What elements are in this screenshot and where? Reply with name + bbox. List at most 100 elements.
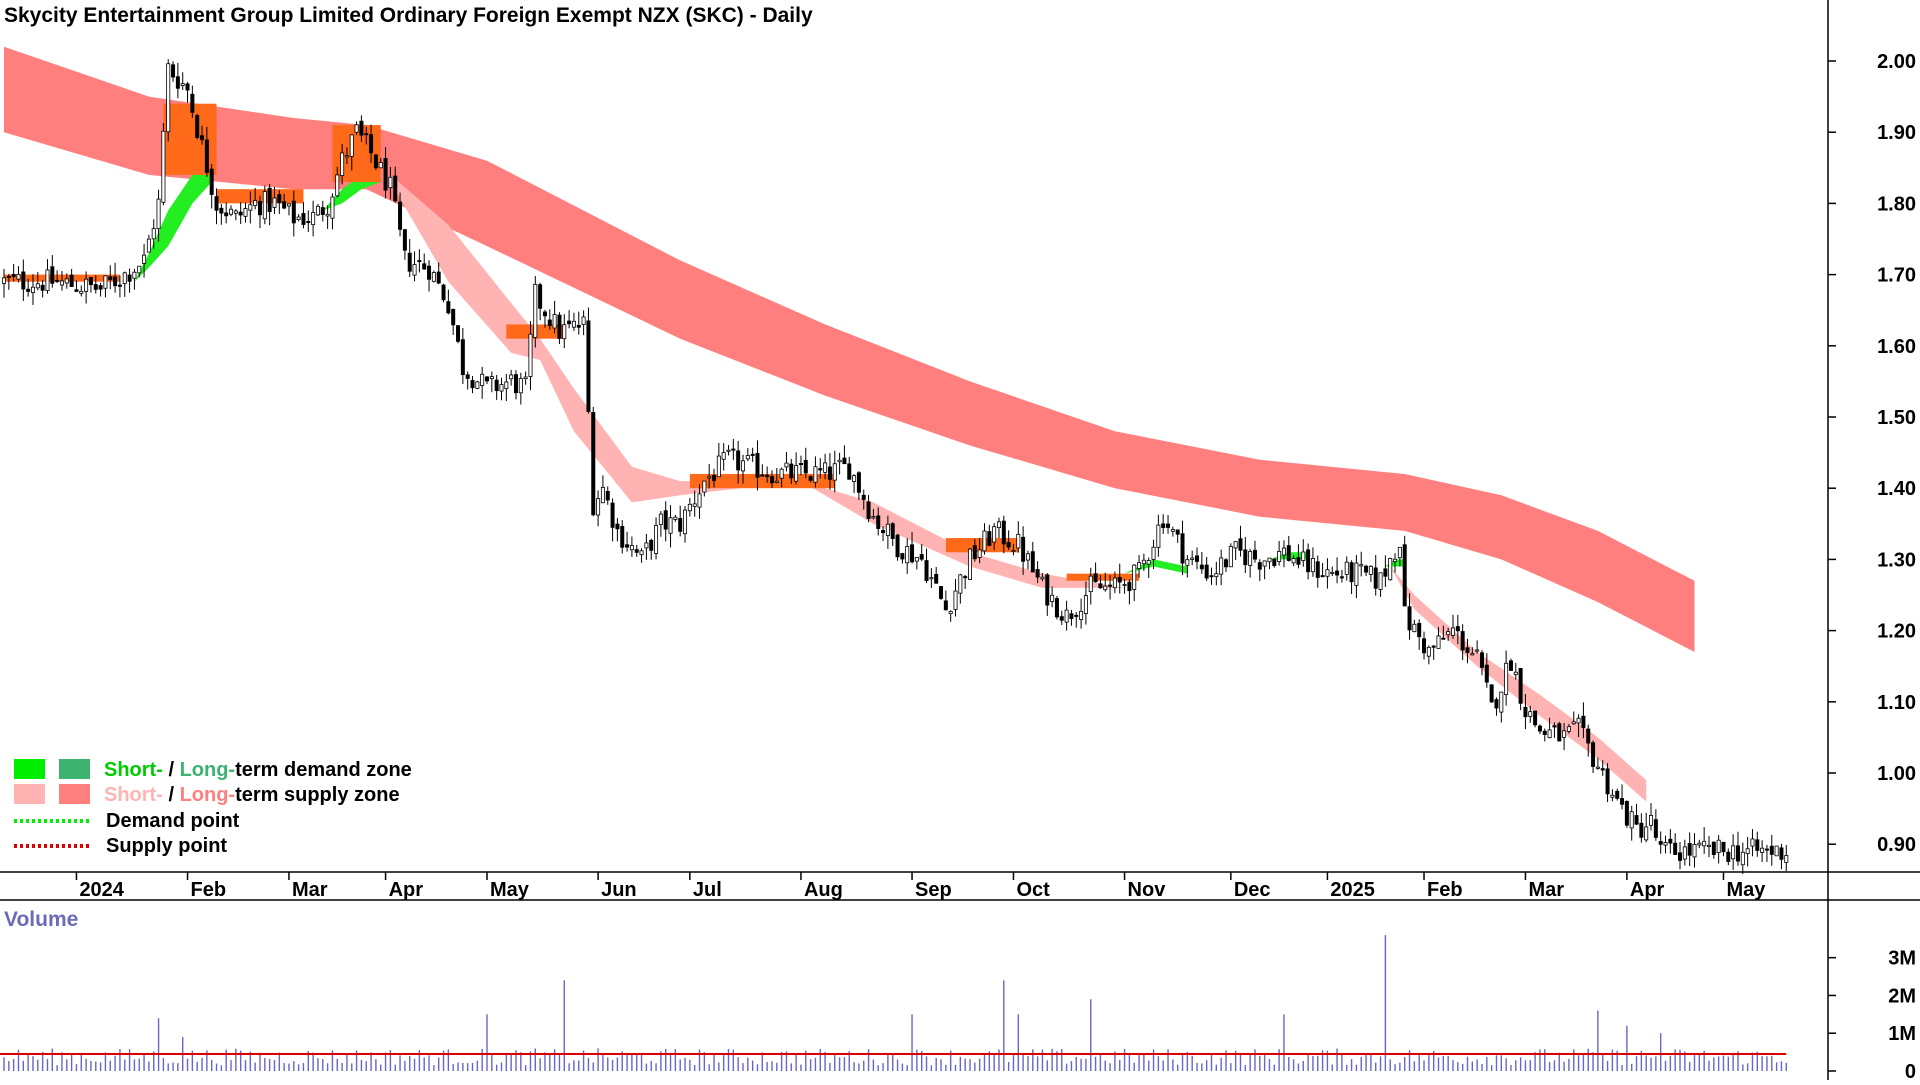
candle <box>663 501 668 542</box>
candle-body <box>1199 564 1204 570</box>
candle <box>939 586 944 600</box>
candle-body <box>108 276 113 280</box>
candle-body <box>1151 546 1156 560</box>
x-tick-label: Apr <box>389 879 424 901</box>
candle <box>1508 658 1513 671</box>
candle <box>1286 535 1291 562</box>
candle <box>1088 567 1093 605</box>
candle <box>745 448 750 462</box>
x-tick-label: Oct <box>1016 879 1050 901</box>
volume-title: Volume <box>4 908 78 931</box>
candle-body <box>1204 564 1209 579</box>
candle-body <box>1726 851 1731 862</box>
candle <box>852 474 857 493</box>
candle <box>1103 572 1108 592</box>
candle-body <box>407 252 412 272</box>
candle <box>93 275 98 294</box>
candle-body <box>315 205 320 216</box>
candle-body <box>610 502 615 528</box>
candle-body <box>1069 613 1074 619</box>
candle-body <box>1330 571 1335 574</box>
candle <box>1639 813 1644 843</box>
candle-body <box>325 213 330 217</box>
candle-body <box>1310 558 1315 573</box>
candle <box>1388 557 1393 581</box>
candle <box>625 531 630 552</box>
candle <box>1504 650 1509 706</box>
candle-body <box>74 289 79 292</box>
candle-body <box>1286 545 1291 561</box>
candle-body <box>1344 561 1349 575</box>
candle-body <box>1378 572 1383 590</box>
candle <box>948 610 953 622</box>
candle-body <box>369 134 374 154</box>
candle <box>509 369 514 386</box>
candle-body <box>1132 564 1137 590</box>
candle <box>1600 760 1605 776</box>
candle-body <box>1441 637 1446 640</box>
volume-tick-label: 0 <box>1905 1061 1916 1080</box>
candle-body <box>1122 584 1127 587</box>
candle <box>402 229 407 260</box>
candle <box>427 260 432 292</box>
candle-body <box>1195 555 1200 562</box>
candle-body <box>852 475 857 482</box>
candle-body <box>1373 567 1378 589</box>
candle-body <box>958 574 963 594</box>
candle <box>398 192 403 237</box>
candle <box>533 275 538 348</box>
candle <box>1156 514 1161 557</box>
candle <box>895 533 900 561</box>
candle <box>494 374 499 400</box>
candle <box>195 113 200 140</box>
candle-body <box>301 213 306 225</box>
candle <box>1117 563 1122 594</box>
candle-body <box>11 274 16 277</box>
candle-body <box>895 534 900 558</box>
candle <box>282 193 287 210</box>
candle-body <box>523 376 528 380</box>
candle-body <box>460 339 465 376</box>
candle-body <box>1745 848 1750 854</box>
candle <box>1344 556 1349 581</box>
candle <box>1195 547 1200 570</box>
candle <box>35 272 40 291</box>
candle <box>542 309 547 328</box>
candle-body <box>528 333 533 377</box>
candle <box>484 376 489 385</box>
candle <box>40 279 45 298</box>
candle-body <box>914 556 919 562</box>
candle <box>1306 543 1311 580</box>
candle-body <box>1146 560 1151 565</box>
candle-body <box>79 290 84 294</box>
candle-body <box>499 384 504 392</box>
candle <box>489 371 494 393</box>
candle <box>1277 540 1282 566</box>
candle <box>59 271 64 291</box>
candle <box>1108 574 1113 600</box>
candle-body <box>1455 626 1460 632</box>
candle-body <box>1083 595 1088 614</box>
y-tick-label: 1.30 <box>1877 549 1916 571</box>
x-tick-label: Mar <box>292 879 328 901</box>
candle <box>629 536 634 557</box>
candle-body <box>1335 570 1340 576</box>
candle <box>562 314 567 349</box>
candle <box>866 494 871 523</box>
candle <box>340 143 345 185</box>
candle-body <box>620 526 625 548</box>
candle-body <box>1740 851 1745 866</box>
candle-body <box>856 472 861 493</box>
candle-body <box>1190 557 1195 560</box>
candle-body <box>117 284 122 287</box>
candle-body <box>132 271 137 279</box>
candle-body <box>1615 790 1620 799</box>
candle <box>1499 691 1504 723</box>
candle <box>789 458 794 484</box>
candle-body <box>1161 523 1166 529</box>
candle-body <box>373 154 378 169</box>
candle-body <box>721 452 726 460</box>
candle <box>1006 530 1011 550</box>
candle-body <box>605 491 610 501</box>
